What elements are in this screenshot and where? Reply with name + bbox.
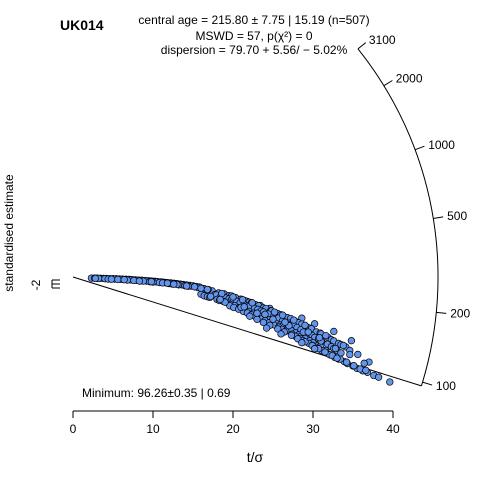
x-axis-label: t/σ <box>247 449 264 465</box>
data-point <box>330 327 338 336</box>
data-point <box>315 334 324 342</box>
data-point <box>197 284 205 292</box>
data-point <box>218 289 226 298</box>
data-point <box>206 292 215 301</box>
data-point <box>170 280 178 288</box>
x-tick-label-40: 40 <box>386 422 400 436</box>
data-point <box>261 310 269 318</box>
x-axis-ticks: 0 10 20 30 40 <box>70 411 400 436</box>
age-tick-2000 <box>383 80 393 87</box>
data-point <box>182 282 191 290</box>
data-point <box>346 350 354 359</box>
data-point <box>229 293 237 301</box>
data-point <box>287 331 296 339</box>
data-point <box>238 296 247 304</box>
data-point <box>310 345 319 353</box>
data-point <box>354 350 362 359</box>
data-point <box>331 344 340 353</box>
data-point <box>277 330 285 338</box>
data-point <box>269 315 277 323</box>
data-point <box>248 299 256 307</box>
age-tick-label-1000: 1000 <box>428 138 455 152</box>
age-tick-3100 <box>357 42 367 50</box>
data-point <box>301 321 309 329</box>
data-point <box>386 378 394 386</box>
x-tick-label-20: 20 <box>226 422 240 436</box>
age-tick-100 <box>422 381 433 386</box>
sample-label: UK014 <box>60 17 104 33</box>
title-line-mswd: MSWD = 57, p(χ²) = 0 <box>196 29 313 43</box>
minimum-age-annotation: Minimum: 96.26±0.35 | 0.69 <box>82 386 231 400</box>
data-point <box>147 278 156 286</box>
data-point <box>262 324 271 332</box>
data-point <box>246 312 254 320</box>
data-point <box>259 318 268 327</box>
data-point <box>203 285 212 294</box>
x-tick-label-30: 30 <box>306 422 320 436</box>
data-point <box>216 295 224 304</box>
x-tick-label-10: 10 <box>146 422 160 436</box>
title-line-dispersion: dispersion = 79.70 + 5.56/ − 5.02% <box>161 43 348 57</box>
data-point <box>253 309 261 317</box>
age-tick-label-3100: 3100 <box>369 33 396 47</box>
data-point <box>240 303 248 311</box>
data-point <box>107 275 116 283</box>
age-tick-1000 <box>414 145 425 151</box>
data-point <box>91 274 100 283</box>
data-point <box>298 339 306 347</box>
title-line-central-age: central age = 215.80 ± 7.75 | 15.19 (n=5… <box>138 13 369 27</box>
data-point <box>253 315 261 323</box>
data-point <box>304 328 312 336</box>
data-point <box>333 354 341 362</box>
data-point <box>322 331 330 340</box>
age-tick-label-500: 500 <box>447 209 467 223</box>
age-tick-label-100: 100 <box>436 379 456 393</box>
data-point <box>114 275 122 284</box>
data-point <box>342 358 351 366</box>
data-point <box>350 362 358 370</box>
y-axis-label: standardised estimate <box>2 174 16 292</box>
age-arc-axis <box>357 48 439 387</box>
data-point <box>278 311 287 319</box>
data-point <box>321 348 329 356</box>
age-tick-500 <box>433 216 444 219</box>
data-point <box>120 276 128 284</box>
data-point <box>347 337 356 345</box>
data-point <box>270 308 279 316</box>
data-point <box>362 366 370 374</box>
data-point <box>163 279 172 287</box>
data-point <box>290 316 298 324</box>
data-point <box>339 341 348 350</box>
x-tick-label-0: 0 <box>70 422 77 436</box>
age-tick-label-2000: 2000 <box>396 71 423 85</box>
y-axis-ticks: -2 <box>29 279 60 290</box>
y-tick-label--2: -2 <box>29 279 43 290</box>
data-point <box>360 359 368 367</box>
data-point <box>135 277 144 285</box>
data-point <box>190 283 199 291</box>
data-point <box>374 373 383 381</box>
data-points <box>87 274 394 386</box>
data-point <box>281 318 289 326</box>
age-arc-ticks: 100 200 500 1000 2000 3100 <box>357 33 471 393</box>
age-tick-200 <box>436 311 447 314</box>
age-tick-label-200: 200 <box>450 307 470 321</box>
